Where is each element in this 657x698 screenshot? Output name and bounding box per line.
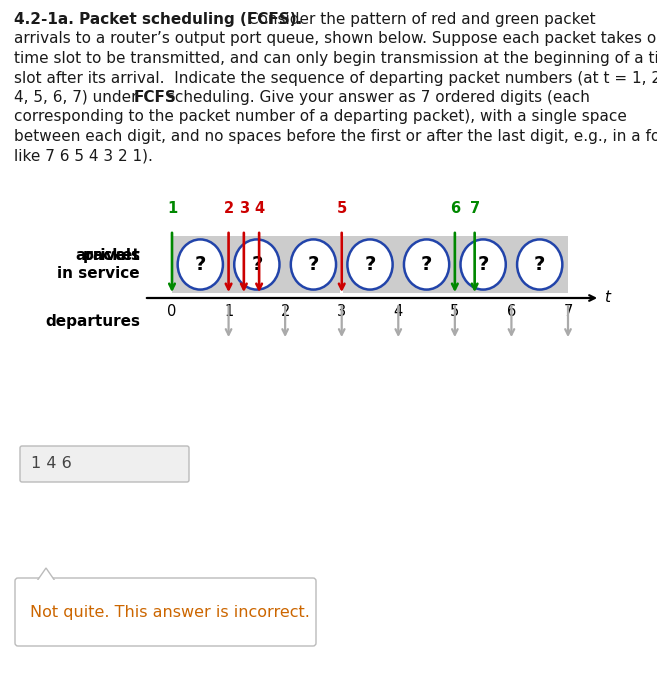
Text: ?: ?: [307, 255, 319, 274]
Ellipse shape: [177, 239, 223, 290]
Text: 5: 5: [450, 304, 459, 319]
Ellipse shape: [235, 239, 279, 290]
Text: like 7 6 5 4 3 2 1).: like 7 6 5 4 3 2 1).: [14, 149, 153, 163]
Text: FCFS: FCFS: [134, 90, 177, 105]
Text: 3: 3: [238, 201, 249, 216]
Ellipse shape: [348, 239, 393, 290]
Text: 4.2-1a. Packet scheduling (FCFS).: 4.2-1a. Packet scheduling (FCFS).: [14, 12, 302, 27]
Text: ?: ?: [534, 255, 545, 274]
Text: 7: 7: [470, 201, 480, 216]
Text: t: t: [604, 290, 610, 304]
Text: arrivals to a router’s output port queue, shown below. Suppose each packet takes: arrivals to a router’s output port queue…: [14, 31, 657, 47]
Text: 4: 4: [394, 304, 403, 319]
Text: 3: 3: [337, 304, 346, 319]
Ellipse shape: [517, 239, 562, 290]
Text: 2: 2: [223, 201, 234, 216]
Text: 2: 2: [281, 304, 290, 319]
Text: 5: 5: [336, 201, 347, 216]
Text: 6: 6: [450, 201, 460, 216]
FancyBboxPatch shape: [20, 446, 189, 482]
Ellipse shape: [461, 239, 506, 290]
Text: ?: ?: [194, 255, 206, 274]
Text: time slot to be transmitted, and can only begin transmission at the beginning of: time slot to be transmitted, and can onl…: [14, 51, 657, 66]
Text: 0: 0: [168, 304, 177, 319]
Ellipse shape: [291, 239, 336, 290]
Text: ?: ?: [251, 255, 263, 274]
Text: 7: 7: [563, 304, 573, 319]
Text: packet
in service: packet in service: [57, 248, 140, 281]
Text: slot after its arrival.  Indicate the sequence of departing packet numbers (at t: slot after its arrival. Indicate the seq…: [14, 70, 657, 85]
Text: corresponding to the packet number of a departing packet), with a single space: corresponding to the packet number of a …: [14, 110, 627, 124]
Text: ?: ?: [421, 255, 432, 274]
Text: ?: ?: [365, 255, 376, 274]
Text: 1: 1: [167, 201, 177, 216]
FancyBboxPatch shape: [15, 578, 316, 646]
Ellipse shape: [404, 239, 449, 290]
Text: departures: departures: [45, 314, 140, 329]
Bar: [343, 236, 568, 293]
Text: arrivals: arrivals: [75, 248, 140, 263]
Text: ?: ?: [478, 255, 489, 274]
Text: 1 4 6: 1 4 6: [31, 456, 72, 472]
Text: 4, 5, 6, 7) under: 4, 5, 6, 7) under: [14, 90, 143, 105]
Text: Not quite. This answer is incorrect.: Not quite. This answer is incorrect.: [30, 604, 310, 620]
Text: between each digit, and no spaces before the first or after the last digit, e.g.: between each digit, and no spaces before…: [14, 129, 657, 144]
Bar: [172, 236, 340, 293]
Text: Consider the pattern of red and green packet: Consider the pattern of red and green pa…: [242, 12, 595, 27]
Text: 6: 6: [507, 304, 516, 319]
Text: 4: 4: [254, 201, 264, 216]
Polygon shape: [37, 568, 55, 581]
Text: scheduling. Give your answer as 7 ordered digits (each: scheduling. Give your answer as 7 ordere…: [162, 90, 589, 105]
Text: 1: 1: [224, 304, 233, 319]
